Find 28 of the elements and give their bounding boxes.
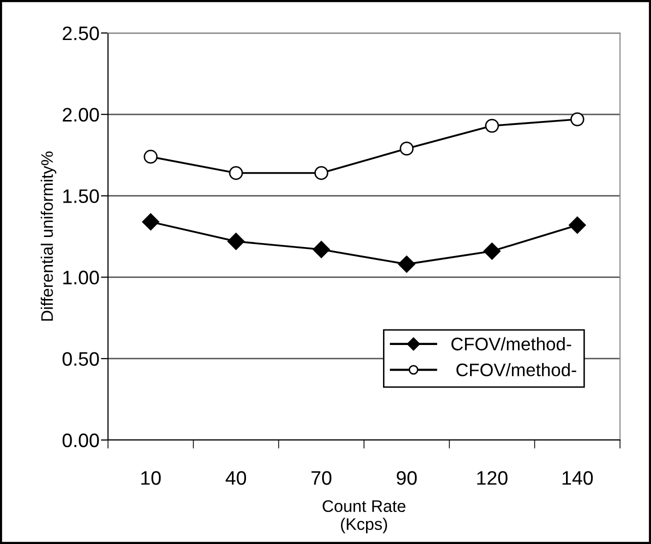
x-axis-title: Count Rate (Kcps) (322, 500, 406, 534)
legend-label: CFOV/method- (456, 363, 576, 376)
point (229, 166, 243, 180)
legend-label: CFOV/method- (451, 337, 572, 350)
x-tick-label: 120 (477, 471, 508, 485)
x-tick-label: 10 (141, 471, 161, 485)
x-tick-label: 70 (312, 471, 332, 485)
point (570, 112, 584, 126)
point (398, 256, 416, 273)
y-tick-label: 1.50 (63, 189, 99, 204)
point (400, 142, 414, 156)
point (227, 232, 245, 250)
point (312, 240, 330, 258)
y-tick-label: 2.00 (62, 108, 99, 122)
point (144, 150, 158, 164)
point (568, 216, 586, 234)
y-tick-label: 0.50 (62, 352, 99, 366)
point (142, 213, 160, 230)
x-tick-label: 140 (562, 471, 593, 485)
x-tick-label: 90 (396, 471, 417, 485)
y-tick-label: 1.00 (63, 270, 99, 284)
y-tick-label: 2.50 (62, 26, 99, 40)
y-tick-label: 0.00 (62, 433, 99, 448)
y-axis-title: Differential uniformity% (40, 152, 56, 321)
point (483, 242, 501, 260)
point (314, 166, 328, 180)
point (485, 118, 499, 133)
x-tick-label: 40 (226, 471, 246, 485)
